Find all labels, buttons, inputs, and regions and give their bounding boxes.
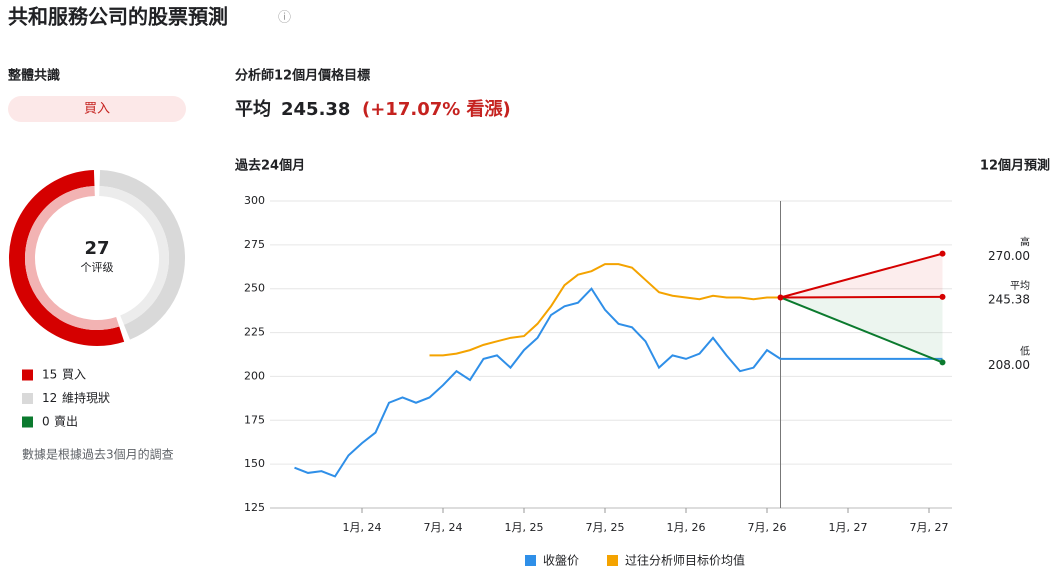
rating-badge: [8, 96, 186, 122]
forecast-name: 平均: [1010, 280, 1030, 292]
rating-count: 15: [42, 368, 57, 382]
y-tick-label: 150: [244, 457, 265, 470]
legend-swatch: [525, 555, 536, 566]
forecast-line: [780, 295, 943, 299]
past-label: 過去24個月: [234, 158, 305, 174]
y-tick-label: 300: [244, 194, 265, 207]
y-tick-label: 125: [244, 501, 265, 514]
target-change: (+17.07% 看漲): [362, 98, 511, 120]
forecast-line: [780, 252, 943, 299]
legend-swatch: [22, 369, 33, 381]
donut-segment: [9, 170, 125, 346]
rating-count: 12: [42, 391, 57, 405]
x-tick-label: 1月, 27: [829, 521, 868, 534]
rating-total-label: 个评级: [81, 261, 114, 274]
x-tick-label: 1月, 24: [343, 521, 382, 534]
legend-swatch: [22, 393, 33, 404]
forecast-start: [777, 294, 784, 301]
donut-inner: [99, 186, 169, 325]
forecast-label: 12個月預測: [980, 158, 1050, 174]
rating-label: 買入: [62, 368, 86, 382]
forecast-value: 245.38: [988, 292, 1030, 306]
y-tick-label: 225: [244, 326, 265, 339]
target-heading: 分析師12個月價格目標: [235, 68, 370, 84]
donut-inner: [25, 186, 120, 330]
donut-segment: [99, 170, 185, 340]
y-tick-label: 175: [244, 413, 265, 426]
x-tick-label: 7月, 27: [910, 521, 949, 534]
x-tick-label: 1月, 25: [505, 521, 544, 534]
legend-swatch: [607, 555, 618, 566]
forecast-dot: [939, 359, 946, 366]
rating-text: 買入: [84, 102, 110, 117]
x-tick-label: 7月, 25: [586, 521, 625, 534]
forecast-name: 低: [1020, 344, 1030, 357]
y-tick-label: 250: [244, 282, 265, 295]
x-tick-label: 1月, 26: [667, 521, 706, 534]
x-tick-label: 7月, 26: [748, 521, 787, 534]
forecast-value: 208.00: [988, 358, 1030, 372]
rating-label: 維持現狀: [62, 390, 110, 405]
legend-swatch: [22, 416, 33, 428]
rating-count: 0: [42, 415, 50, 429]
forecast-dot: [939, 250, 946, 257]
legend-label: 过往分析师目标价均值: [625, 553, 745, 568]
info-icon[interactable]: ⓘ: [278, 11, 291, 26]
survey-note: 數據是根據過去3個月的調查: [22, 447, 174, 462]
page-title: 共和服務公司的股票預測: [8, 5, 228, 29]
forecast-line: [780, 296, 943, 364]
rating-label: 賣出: [54, 414, 78, 429]
series-line: [429, 263, 781, 357]
target-label: 平均: [235, 98, 271, 120]
consensus-heading: 整體共識: [7, 68, 60, 84]
y-tick-label: 275: [244, 238, 265, 251]
forecast-value: 270.00: [988, 249, 1030, 263]
legend-label: 收盤价: [543, 554, 579, 568]
target-value: 245.38: [281, 99, 350, 120]
forecast-dot: [939, 293, 946, 300]
series-line: [294, 287, 782, 478]
rating-total: 27: [84, 238, 109, 259]
y-tick-label: 200: [244, 369, 265, 382]
forecast-name: 高: [1020, 236, 1030, 249]
x-tick-label: 7月, 24: [424, 521, 463, 534]
